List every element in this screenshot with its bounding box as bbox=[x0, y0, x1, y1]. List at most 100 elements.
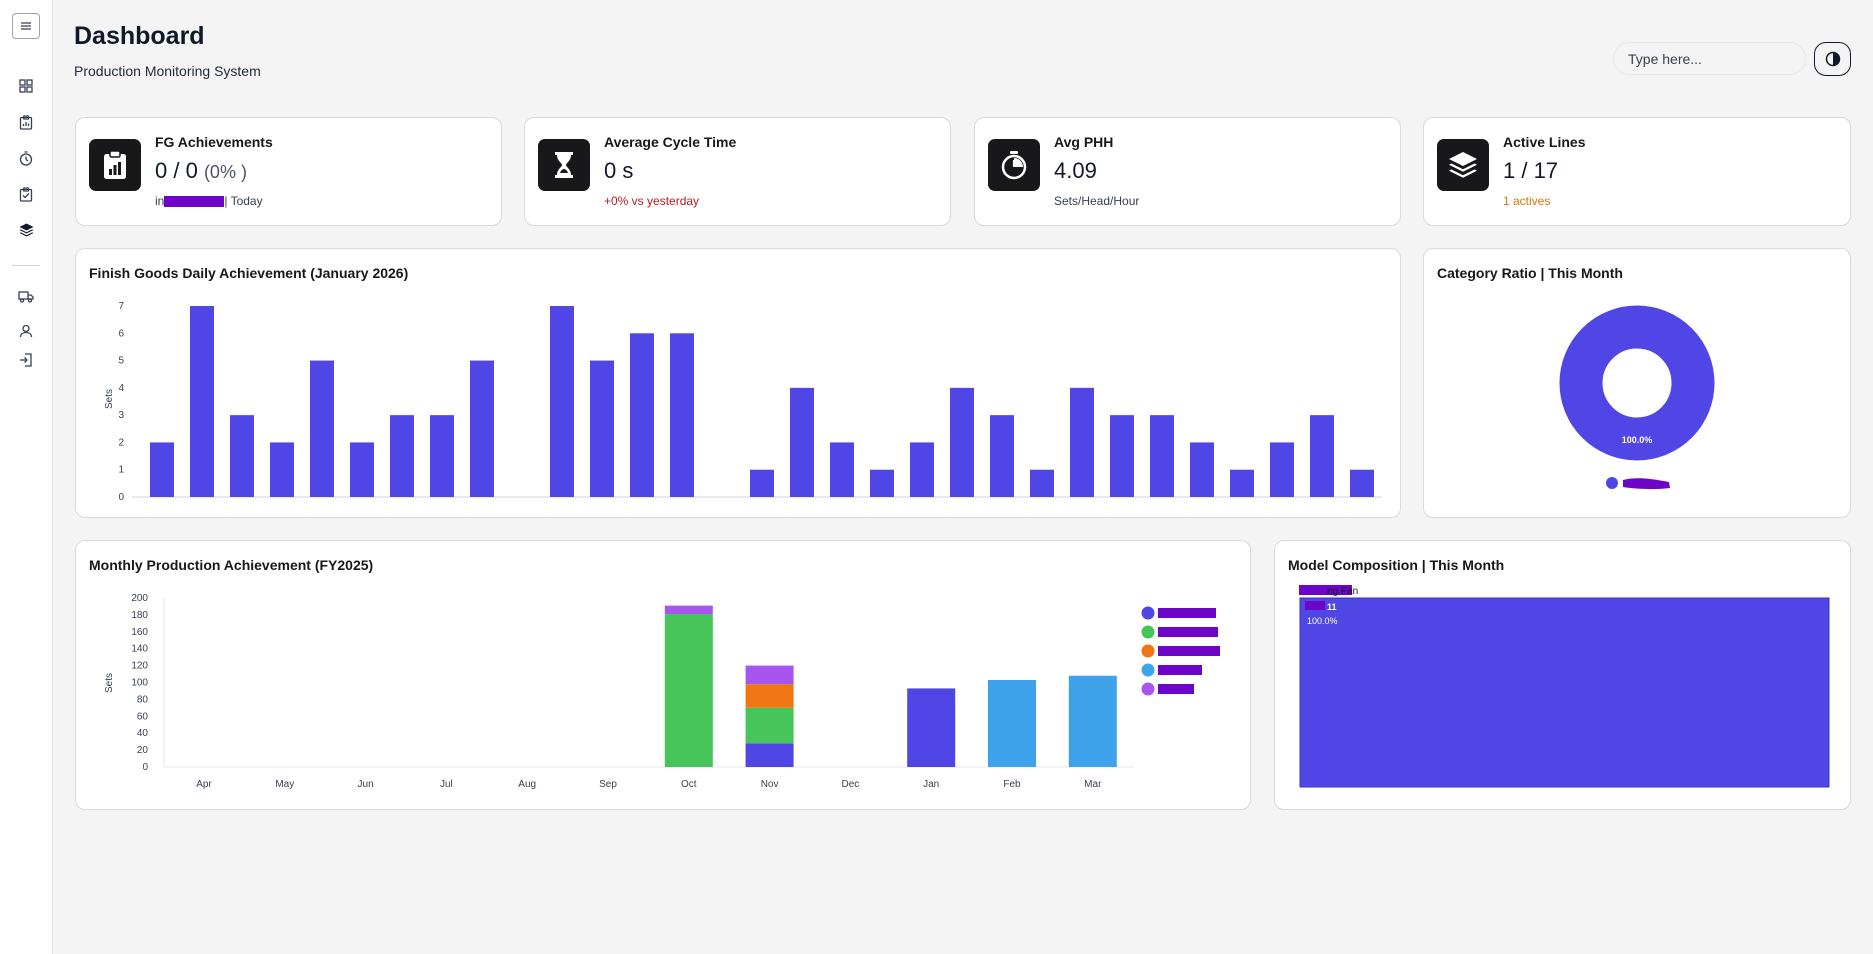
kpi-title: Avg PHH bbox=[1054, 134, 1114, 150]
bar[interactable] bbox=[230, 415, 254, 497]
redaction-mark bbox=[1158, 684, 1194, 694]
bar[interactable] bbox=[1270, 442, 1294, 497]
bar[interactable] bbox=[1350, 469, 1374, 497]
stacked-bar-segment[interactable] bbox=[664, 605, 713, 615]
model-composition-treemap: ng Fan 11 100.0% bbox=[1299, 585, 1830, 788]
daily-achievement-chart-card: Finish Goods Daily Achievement (January … bbox=[75, 248, 1401, 518]
x-tick-label: Nov bbox=[761, 779, 779, 790]
donut-slice[interactable] bbox=[1559, 305, 1715, 461]
stacked-bar-segment[interactable] bbox=[1068, 675, 1117, 767]
menu-icon[interactable] bbox=[12, 13, 40, 39]
sidebar-divider bbox=[12, 265, 40, 266]
bar[interactable] bbox=[310, 360, 334, 497]
bar[interactable] bbox=[1190, 442, 1214, 497]
bar[interactable] bbox=[1310, 415, 1334, 497]
kpi-subtitle: in | Today bbox=[155, 194, 263, 208]
bar[interactable] bbox=[830, 442, 854, 497]
bar[interactable] bbox=[1150, 415, 1174, 497]
bar[interactable] bbox=[1230, 469, 1254, 497]
x-tick-label: May bbox=[275, 779, 294, 790]
bar[interactable] bbox=[630, 333, 654, 497]
x-tick-label: Jun bbox=[358, 779, 374, 790]
stacked-bar-segment[interactable] bbox=[745, 707, 794, 744]
search-input[interactable] bbox=[1613, 42, 1806, 75]
x-tick-label: Aug bbox=[518, 779, 536, 790]
bar[interactable] bbox=[550, 306, 574, 497]
bar[interactable] bbox=[470, 360, 494, 497]
kpi-title: Active Lines bbox=[1503, 134, 1586, 150]
bar[interactable] bbox=[430, 415, 454, 497]
y-tick-label: 20 bbox=[137, 745, 149, 756]
y-tick-label: 7 bbox=[118, 301, 124, 312]
y-tick-label: 0 bbox=[142, 762, 148, 773]
bar[interactable] bbox=[150, 442, 174, 497]
bar[interactable] bbox=[590, 360, 614, 497]
login-icon[interactable] bbox=[12, 347, 40, 373]
y-tick-label: 200 bbox=[131, 593, 148, 604]
y-tick-label: 140 bbox=[131, 644, 148, 655]
kpi-subtitle: 1 actives bbox=[1503, 194, 1551, 208]
monthly-production-chart: 0 20 40 60 80 100 120 140 160 180 200 Sets Apr May Jun… bbox=[104, 593, 1220, 790]
user-icon[interactable] bbox=[12, 318, 40, 344]
y-tick-label: 6 bbox=[118, 328, 124, 339]
legend-marker[interactable] bbox=[1141, 682, 1155, 696]
stacked-bar-segment[interactable] bbox=[988, 679, 1036, 767]
x-tick-label: Jan bbox=[923, 779, 939, 790]
bar[interactable] bbox=[1110, 415, 1134, 497]
y-tick-label: 160 bbox=[131, 627, 148, 638]
y-tick-label: 120 bbox=[131, 661, 148, 672]
kpi-card-average-cycle-time: Average Cycle Time 0 s +0% vs yesterday bbox=[524, 117, 951, 226]
legend-marker[interactable] bbox=[1141, 663, 1155, 677]
bar[interactable] bbox=[990, 415, 1014, 497]
x-tick-label: Mar bbox=[1084, 779, 1102, 790]
clipboard-check-icon[interactable] bbox=[12, 181, 40, 207]
stacked-bar-segment[interactable] bbox=[745, 665, 794, 685]
legend-marker[interactable] bbox=[1606, 477, 1618, 489]
bar[interactable] bbox=[750, 469, 774, 497]
daily-achievement-chart: 01234567Sets1234567891011121314151617181… bbox=[104, 301, 1382, 503]
theme-toggle-button[interactable] bbox=[1814, 42, 1851, 76]
bar[interactable] bbox=[870, 469, 894, 497]
bar[interactable] bbox=[1030, 469, 1054, 497]
page-subtitle: Production Monitoring System bbox=[74, 63, 261, 79]
y-tick-label: 180 bbox=[131, 610, 148, 621]
redaction-mark bbox=[1305, 601, 1325, 610]
sidebar bbox=[0, 0, 53, 954]
clipboard-chart-icon[interactable] bbox=[12, 109, 40, 135]
bar[interactable] bbox=[910, 442, 934, 497]
dashboard-grid-icon[interactable] bbox=[12, 73, 40, 99]
y-tick-label: 100 bbox=[131, 678, 148, 689]
kpi-title: FG Achievements bbox=[155, 134, 273, 150]
y-axis-label: Sets bbox=[104, 389, 115, 409]
kpi-value: 4.09 bbox=[1054, 158, 1097, 183]
layers-icon[interactable] bbox=[12, 217, 40, 243]
legend-marker[interactable] bbox=[1141, 625, 1155, 639]
truck-icon[interactable] bbox=[12, 283, 40, 309]
stacked-bar-segment[interactable] bbox=[745, 684, 794, 708]
bar[interactable] bbox=[790, 387, 814, 497]
stacked-bar-segment[interactable] bbox=[745, 743, 794, 767]
bar[interactable] bbox=[950, 387, 974, 497]
bar[interactable] bbox=[190, 306, 214, 497]
bar[interactable] bbox=[270, 442, 294, 497]
bar[interactable] bbox=[1070, 387, 1094, 497]
legend-marker[interactable] bbox=[1141, 606, 1155, 620]
y-tick-label: 60 bbox=[137, 711, 149, 722]
stacked-bar-segment[interactable] bbox=[664, 614, 713, 767]
x-tick-label: Apr bbox=[196, 779, 212, 790]
stopwatch-icon[interactable] bbox=[12, 145, 40, 171]
stacked-bar-segment[interactable] bbox=[907, 688, 956, 767]
y-tick-label: 80 bbox=[137, 694, 149, 705]
y-tick-label: 0 bbox=[118, 492, 124, 503]
kpi-value-percent: (0% ) bbox=[203, 162, 247, 182]
y-tick-label: 5 bbox=[118, 356, 124, 367]
donut-slice-label: 100.0% bbox=[1622, 435, 1653, 445]
bar[interactable] bbox=[390, 415, 414, 497]
bar[interactable] bbox=[350, 442, 374, 497]
y-axis-label: Sets bbox=[104, 673, 115, 693]
layers-icon bbox=[1437, 139, 1489, 191]
treemap-cell[interactable] bbox=[1299, 597, 1830, 788]
bar[interactable] bbox=[670, 333, 694, 497]
legend-marker[interactable] bbox=[1141, 644, 1155, 658]
category-ratio-card: Category Ratio | This Month 100.0% bbox=[1423, 248, 1851, 518]
